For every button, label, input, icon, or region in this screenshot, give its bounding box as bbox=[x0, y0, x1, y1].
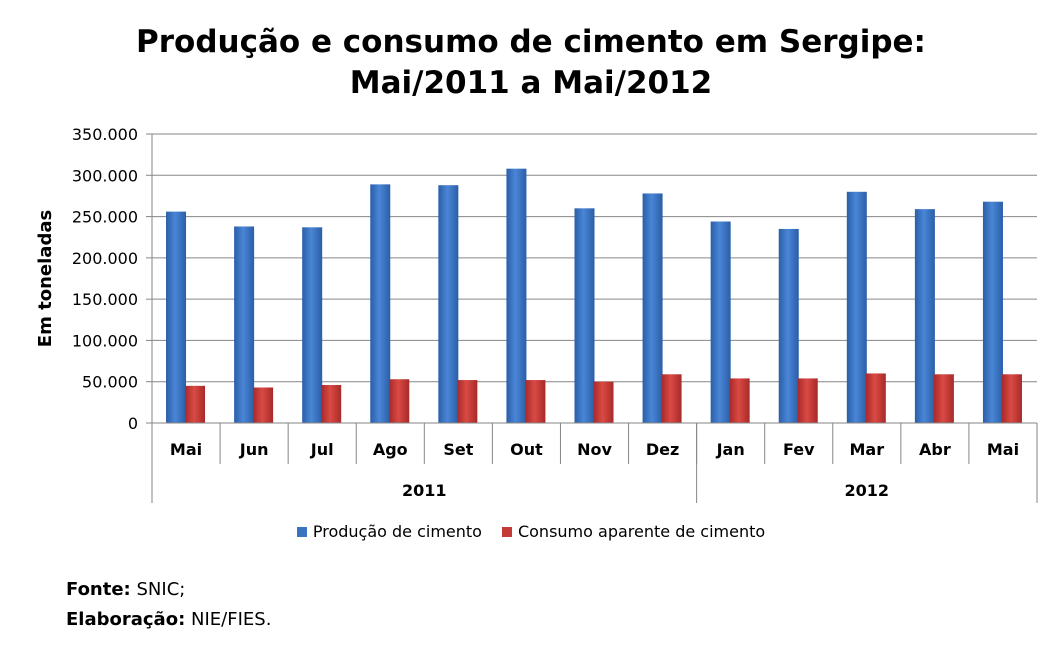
y-tick-label: 100.000 bbox=[72, 331, 138, 350]
chart-title: Produção e consumo de cimento em Sergipe… bbox=[0, 22, 1062, 104]
bar-producao-7 bbox=[642, 193, 663, 423]
legend-label-consumo: Consumo aparente de cimento bbox=[517, 522, 766, 541]
chart-title-line-2: Mai/2011 a Mai/2012 bbox=[349, 65, 713, 101]
y-tick-label: 200.000 bbox=[72, 249, 138, 268]
y-tick-label: 0 bbox=[128, 414, 138, 433]
author-value: NIE/FIES. bbox=[191, 609, 272, 630]
bar-producao-4 bbox=[438, 185, 459, 423]
y-tick-label: 300.000 bbox=[72, 166, 138, 185]
legend-item-producao: Produção de cimento bbox=[296, 522, 482, 541]
bar-consumo-10 bbox=[865, 373, 886, 423]
category-label: Nov bbox=[577, 440, 612, 459]
category-label: Mai bbox=[170, 440, 202, 459]
bar-consumo-6 bbox=[593, 381, 614, 423]
category-label: Jan bbox=[716, 440, 745, 459]
bar-producao-5 bbox=[506, 168, 527, 423]
source-label: Fonte: bbox=[66, 579, 131, 600]
bar-producao-8 bbox=[710, 221, 731, 423]
bar-producao-3 bbox=[370, 184, 391, 423]
bar-consumo-7 bbox=[661, 374, 682, 423]
category-label: Mar bbox=[850, 440, 885, 459]
category-label: Jul bbox=[310, 440, 334, 459]
author-label: Elaboração: bbox=[66, 609, 186, 630]
y-tick-label: 150.000 bbox=[72, 290, 138, 309]
bar-producao-6 bbox=[574, 208, 595, 423]
legend-swatch-producao bbox=[296, 526, 307, 537]
bar-consumo-3 bbox=[389, 379, 410, 423]
category-label: Jun bbox=[239, 440, 269, 459]
legend-item-consumo: Consumo aparente de cimento bbox=[501, 522, 766, 541]
category-label: Abr bbox=[919, 440, 951, 459]
y-tick-label: 350.000 bbox=[72, 125, 138, 144]
category-label: Dez bbox=[646, 440, 679, 459]
bar-producao-11 bbox=[914, 209, 935, 423]
bar-producao-9 bbox=[778, 228, 799, 423]
bar-consumo-11 bbox=[933, 374, 954, 423]
author-line: Elaboração: NIE/FIES. bbox=[66, 609, 271, 630]
bar-producao-1 bbox=[234, 226, 255, 423]
legend-swatch-consumo bbox=[501, 526, 512, 537]
category-label: Fev bbox=[783, 440, 815, 459]
source-line: Fonte: SNIC; bbox=[66, 579, 185, 600]
bar-consumo-2 bbox=[321, 385, 342, 423]
y-tick-label: 50.000 bbox=[82, 373, 138, 392]
bar-consumo-0 bbox=[185, 385, 206, 423]
bar-consumo-8 bbox=[729, 378, 750, 423]
y-tick-label: 250.000 bbox=[72, 208, 138, 227]
bar-consumo-5 bbox=[525, 380, 546, 423]
legend-label-producao: Produção de cimento bbox=[312, 522, 482, 541]
bar-consumo-4 bbox=[457, 380, 478, 423]
legend: Produção de cimento Consumo aparente de … bbox=[0, 522, 1062, 541]
category-label: Set bbox=[443, 440, 473, 459]
bar-consumo-12 bbox=[1001, 374, 1022, 423]
category-label: Out bbox=[510, 440, 543, 459]
bar-consumo-9 bbox=[797, 378, 818, 423]
bar-producao-10 bbox=[846, 191, 867, 423]
bar-producao-2 bbox=[302, 227, 323, 423]
bar-producao-0 bbox=[166, 211, 187, 423]
y-axis-title: Em toneladas bbox=[35, 210, 56, 347]
group-label: 2011 bbox=[402, 481, 447, 500]
source-value: SNIC; bbox=[136, 579, 186, 600]
bar-consumo-1 bbox=[253, 387, 274, 423]
category-label: Mai bbox=[987, 440, 1019, 459]
chart-title-line-1: Produção e consumo de cimento em Sergipe… bbox=[136, 24, 926, 60]
group-label: 2012 bbox=[845, 481, 890, 500]
bar-producao-12 bbox=[982, 201, 1003, 423]
category-label: Ago bbox=[373, 440, 408, 459]
